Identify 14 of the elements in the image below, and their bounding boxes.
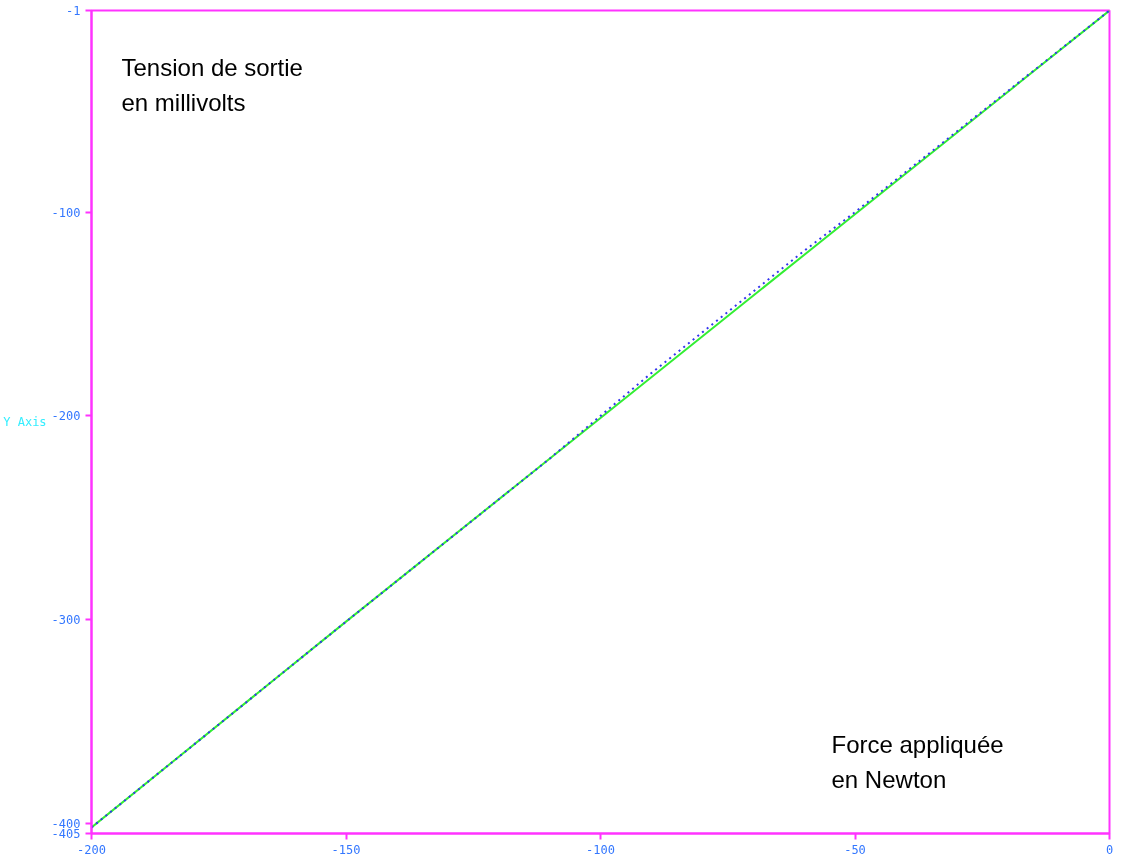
line-series	[91, 10, 1110, 829]
y-tick-label: -405	[51, 827, 81, 841]
x-tick-label: -50	[844, 842, 866, 857]
x-tick-label: -200	[77, 842, 106, 857]
y-tick-label: -300	[51, 613, 81, 628]
y-tick-label: -100	[51, 205, 81, 220]
x-tick-label: 0	[1105, 842, 1114, 857]
y-tick-label: -1	[66, 4, 81, 18]
annotation: Force appliquée en Newton	[831, 731, 1004, 794]
x-tick-label: -150	[331, 842, 361, 857]
y-axis-title: Y Axis	[3, 415, 47, 429]
annotation: Tension de sortie en millivolts	[121, 53, 303, 116]
y-tick-label: -200	[51, 409, 81, 424]
x-tick-label: -100	[586, 842, 615, 857]
